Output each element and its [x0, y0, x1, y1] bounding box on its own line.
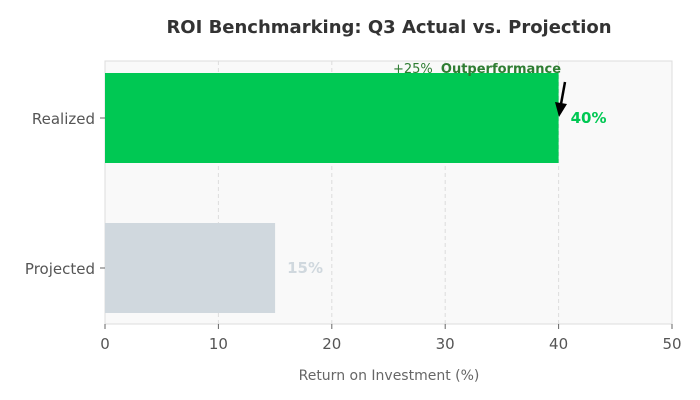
value-label-projected: 15%	[287, 259, 323, 277]
x-tick-label: 20	[322, 335, 341, 353]
annotation: +25% Outperformance	[393, 62, 567, 117]
value-labels: 40% 15%	[287, 109, 606, 277]
y-category-label: Projected	[25, 260, 95, 278]
bar-realized	[105, 73, 559, 163]
bar-projected	[105, 223, 276, 313]
x-tick-label: 40	[549, 335, 568, 353]
x-tick-label: 0	[100, 335, 110, 353]
annotation-text: Outperformance	[441, 62, 561, 77]
annotation-prefix: +25%	[393, 62, 433, 77]
annotation-arrowhead	[555, 102, 567, 117]
x-tick-label: 30	[436, 335, 455, 353]
svg-text:+25% Outperformance: +25% Outperformance	[393, 62, 561, 77]
x-tick-label: 50	[662, 335, 681, 353]
annotation-arrow-shaft	[559, 81, 567, 105]
y-category-label: Realized	[32, 110, 95, 128]
chart-title: ROI Benchmarking: Q3 Actual vs. Projecti…	[166, 17, 611, 38]
axis-ticks: 0 10 20 30 40 50 Realized Projected	[25, 110, 682, 353]
bars	[105, 73, 559, 313]
x-axis-label: Return on Investment (%)	[299, 368, 480, 384]
x-tick-label: 10	[209, 335, 228, 353]
value-label-realized: 40%	[571, 109, 607, 127]
